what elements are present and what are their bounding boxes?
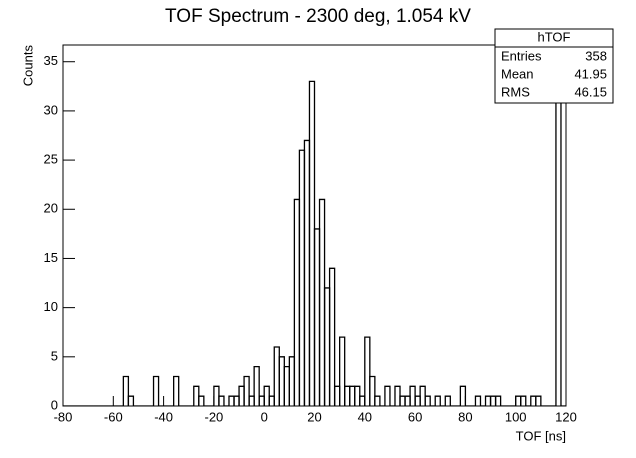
stats-key: Entries [501, 48, 542, 63]
y-tick-label: 0 [51, 397, 58, 412]
x-tick-label: 120 [555, 409, 577, 424]
histogram-bin [122, 375, 130, 406]
histogram-bin [253, 366, 260, 406]
histogram-bin [424, 395, 431, 406]
x-tick-label: 80 [458, 409, 472, 424]
histogram-bin [198, 395, 205, 406]
y-tick-label: 30 [44, 102, 58, 117]
stats-key: RMS [501, 84, 530, 99]
histogram-bin [173, 375, 180, 406]
x-tick-label: 0 [261, 409, 268, 424]
x-axis-label: TOF [ns] [516, 428, 566, 443]
x-tick-label: 40 [358, 409, 372, 424]
stats-value: 41.95 [574, 66, 607, 81]
x-tick-label: -60 [104, 409, 123, 424]
histogram-bin [152, 375, 160, 406]
histogram-bin [474, 395, 482, 406]
histogram-bin [369, 375, 376, 406]
histogram-bin [535, 395, 542, 406]
histogram-bin [328, 267, 336, 406]
y-tick-label: 15 [44, 250, 58, 265]
x-tick-label: -20 [205, 409, 224, 424]
x-tick-label: 20 [307, 409, 321, 424]
histogram-bin [384, 385, 391, 406]
histogram-bin [444, 395, 451, 406]
stats-value: 46.15 [574, 84, 607, 99]
x-tick-label: 100 [505, 409, 527, 424]
histogram-bin [555, 45, 562, 406]
histogram-bin [243, 375, 250, 406]
chart-title: TOF Spectrum - 2300 deg, 1.054 kV [165, 6, 471, 27]
histogram-bin [364, 336, 371, 406]
x-tick-label: -40 [154, 409, 173, 424]
stats-box: hTOF Entries 358 Mean 41.95 RMS 46.15 [494, 28, 614, 104]
stats-frame [494, 28, 614, 104]
histogram [63, 45, 566, 406]
x-tick-label: -80 [54, 409, 73, 424]
stats-key: Mean [501, 66, 534, 81]
histogram-bin [520, 395, 527, 406]
histogram-bin [127, 395, 135, 406]
y-tick-label: 35 [44, 53, 58, 68]
y-tick-label: 5 [51, 348, 58, 363]
stats-value: 358 [585, 48, 607, 63]
x-tick-label: 60 [408, 409, 422, 424]
histogram-bin [218, 395, 225, 406]
y-axis-label: Counts [20, 45, 35, 87]
stats-title: hTOF [538, 29, 571, 44]
histogram-bin [434, 395, 441, 406]
histogram-bin [494, 395, 502, 406]
y-tick-label: 10 [44, 299, 58, 314]
y-tick-label: 20 [44, 201, 58, 216]
y-tick-label: 25 [44, 152, 58, 167]
histogram-bin [374, 395, 381, 406]
histogram-bin [339, 336, 346, 406]
